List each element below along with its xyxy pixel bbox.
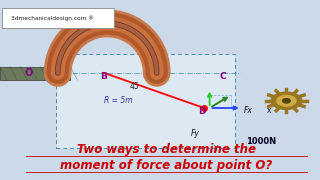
Text: O: O: [25, 68, 33, 78]
Text: 3dmechanicaldesign.com ®: 3dmechanicaldesign.com ®: [11, 15, 94, 21]
Circle shape: [283, 99, 290, 103]
Text: 1000N: 1000N: [246, 137, 276, 146]
Text: moment of force about point O?: moment of force about point O?: [60, 159, 273, 172]
Text: x: x: [267, 106, 271, 115]
Text: Fy: Fy: [191, 129, 200, 138]
Text: Two ways to determine the: Two ways to determine the: [77, 143, 256, 156]
Circle shape: [271, 92, 302, 109]
Text: B: B: [100, 72, 108, 81]
Text: y: y: [214, 143, 218, 152]
FancyBboxPatch shape: [2, 8, 114, 28]
Circle shape: [277, 95, 296, 106]
Bar: [0, 67, 70, 80]
Text: R = 5m: R = 5m: [104, 96, 133, 105]
Text: 45: 45: [130, 82, 139, 91]
Text: Fx: Fx: [244, 106, 252, 115]
Text: C: C: [219, 72, 226, 81]
Bar: [56, 54, 235, 148]
Text: D: D: [198, 107, 206, 116]
